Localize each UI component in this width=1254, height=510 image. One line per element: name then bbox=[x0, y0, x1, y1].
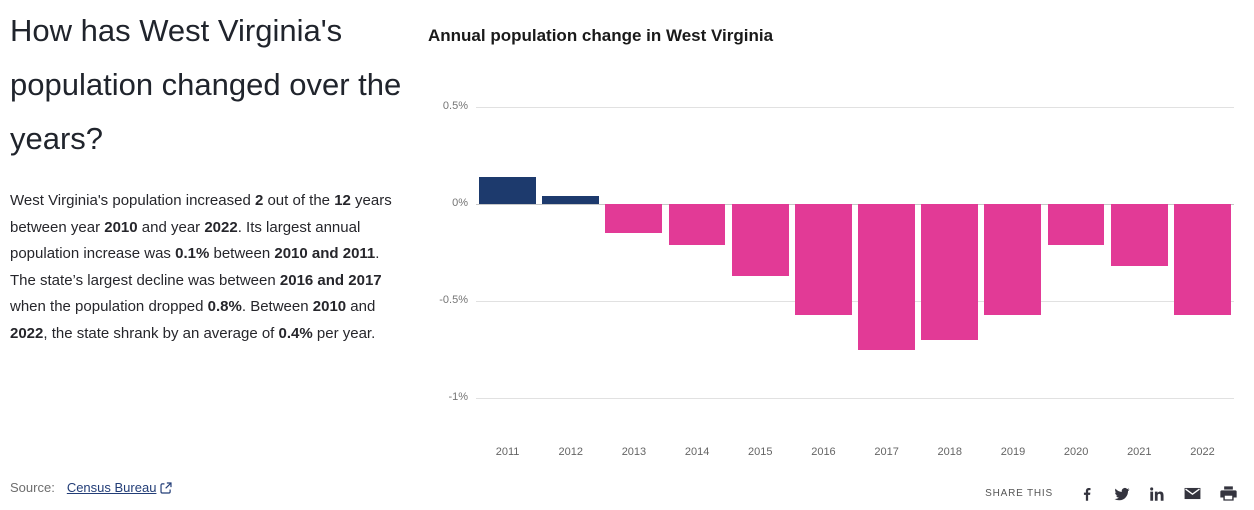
y-tick-label: -0.5% bbox=[439, 294, 468, 307]
body-bold-text: 12 bbox=[334, 192, 351, 209]
chart-panel: Annual population change in West Virgini… bbox=[428, 0, 1240, 480]
bar-2020[interactable] bbox=[1047, 204, 1105, 245]
bar-2018[interactable] bbox=[921, 204, 979, 341]
gridline bbox=[476, 204, 1234, 206]
x-tick-label: 2020 bbox=[1063, 446, 1089, 458]
body-text: and year bbox=[137, 218, 205, 236]
body-text: . The state’s largest decline was betwee… bbox=[10, 245, 380, 289]
body-text: , the state shrank by an average of bbox=[43, 324, 279, 342]
x-tick-label: 2022 bbox=[1190, 446, 1215, 458]
gridline bbox=[476, 301, 1234, 303]
body-text: West Virginia's population increased bbox=[10, 192, 255, 209]
body-bold-text: 2010 and 2011 bbox=[274, 245, 376, 262]
share-linkedin-button[interactable] bbox=[1148, 485, 1166, 503]
body-text: out of the bbox=[263, 192, 335, 209]
x-tick-label: 2019 bbox=[1000, 446, 1026, 458]
page-title: How has West Virginia's population chang… bbox=[10, 13, 402, 156]
body-bold-text: 0.4% bbox=[278, 324, 313, 342]
y-tick-label: 0% bbox=[452, 197, 468, 210]
x-tick-label: 2013 bbox=[621, 446, 647, 458]
print-icon bbox=[1220, 486, 1237, 501]
bar-2015[interactable] bbox=[731, 204, 789, 276]
x-tick-label: 2011 bbox=[495, 446, 520, 458]
x-tick-label: 2021 bbox=[1127, 446, 1152, 458]
source-row: Source: Census Bureau bbox=[10, 480, 173, 495]
bar-2022[interactable] bbox=[1173, 204, 1231, 315]
share-label: SHARE THIS bbox=[985, 488, 1053, 499]
body-text: . Between bbox=[241, 298, 313, 315]
bar-2017[interactable] bbox=[858, 204, 915, 350]
source-link-text: Census Bureau bbox=[66, 480, 157, 495]
bar-2016[interactable] bbox=[794, 204, 852, 315]
x-tick-label: 2014 bbox=[684, 446, 710, 458]
chart-title: Annual population change in West Virgini… bbox=[428, 26, 774, 45]
body-text: years between year bbox=[10, 192, 392, 236]
gridline bbox=[476, 107, 1234, 109]
body-bold-text: 2 bbox=[254, 192, 264, 209]
share-email-button[interactable] bbox=[1183, 484, 1202, 503]
bar-2014[interactable] bbox=[668, 204, 726, 245]
email-icon bbox=[1184, 487, 1201, 500]
linkedin-icon bbox=[1150, 486, 1164, 501]
plot-area: 0.5% 0% -0.5% -1% bbox=[439, 78, 1234, 408]
y-tick-label: 0.5% bbox=[442, 100, 468, 113]
x-tick-label: 2015 bbox=[748, 446, 773, 458]
bar-2013[interactable] bbox=[605, 204, 663, 234]
x-axis-labels: 2011 2012 2013 2014 2015 2016 2017 2018 2019 2020… bbox=[476, 446, 1234, 458]
source-label: Source: bbox=[10, 480, 55, 495]
body-bold-text: 2016 and 2017 bbox=[279, 271, 382, 289]
x-tick-label: 2017 bbox=[874, 446, 899, 458]
article-panel: How has West Virginia's population chang… bbox=[10, 4, 412, 347]
share-bar: SHARE THIS bbox=[985, 484, 1238, 503]
x-tick-label: 2018 bbox=[937, 446, 963, 458]
facebook-icon bbox=[1083, 487, 1091, 501]
body-text: per year. bbox=[312, 324, 376, 342]
body-bold-text: 2022 bbox=[204, 218, 238, 236]
y-tick-label: -1% bbox=[448, 391, 468, 404]
share-twitter-button[interactable] bbox=[1113, 485, 1131, 503]
bar-2021[interactable] bbox=[1110, 204, 1168, 267]
x-tick-label: 2016 bbox=[811, 446, 836, 458]
body-bold-text: 2010 bbox=[104, 218, 138, 236]
bar-2011[interactable] bbox=[479, 177, 536, 205]
body-text: and bbox=[346, 298, 376, 315]
body-text: when the population dropped bbox=[10, 298, 208, 315]
external-link-icon bbox=[160, 481, 173, 494]
source-link[interactable]: Census Bureau bbox=[67, 480, 173, 495]
twitter-icon bbox=[1114, 487, 1130, 500]
body-bold-text: 0.8% bbox=[207, 298, 242, 315]
body-bold-text: 2022 bbox=[10, 324, 44, 342]
x-tick-label: 2012 bbox=[558, 446, 583, 458]
body-text: between bbox=[209, 245, 275, 262]
share-facebook-button[interactable] bbox=[1078, 485, 1096, 503]
bar-2019[interactable] bbox=[984, 204, 1042, 315]
article-body: West Virginia's population increased 2 o… bbox=[10, 188, 404, 347]
body-bold-text: 0.1% bbox=[175, 245, 210, 262]
bar-2012[interactable] bbox=[542, 196, 600, 205]
share-print-button[interactable] bbox=[1219, 484, 1238, 503]
body-bold-text: 2010 bbox=[312, 298, 347, 315]
body-text: . Its largest annual population increase… bbox=[10, 218, 361, 263]
gridline bbox=[476, 398, 1234, 400]
